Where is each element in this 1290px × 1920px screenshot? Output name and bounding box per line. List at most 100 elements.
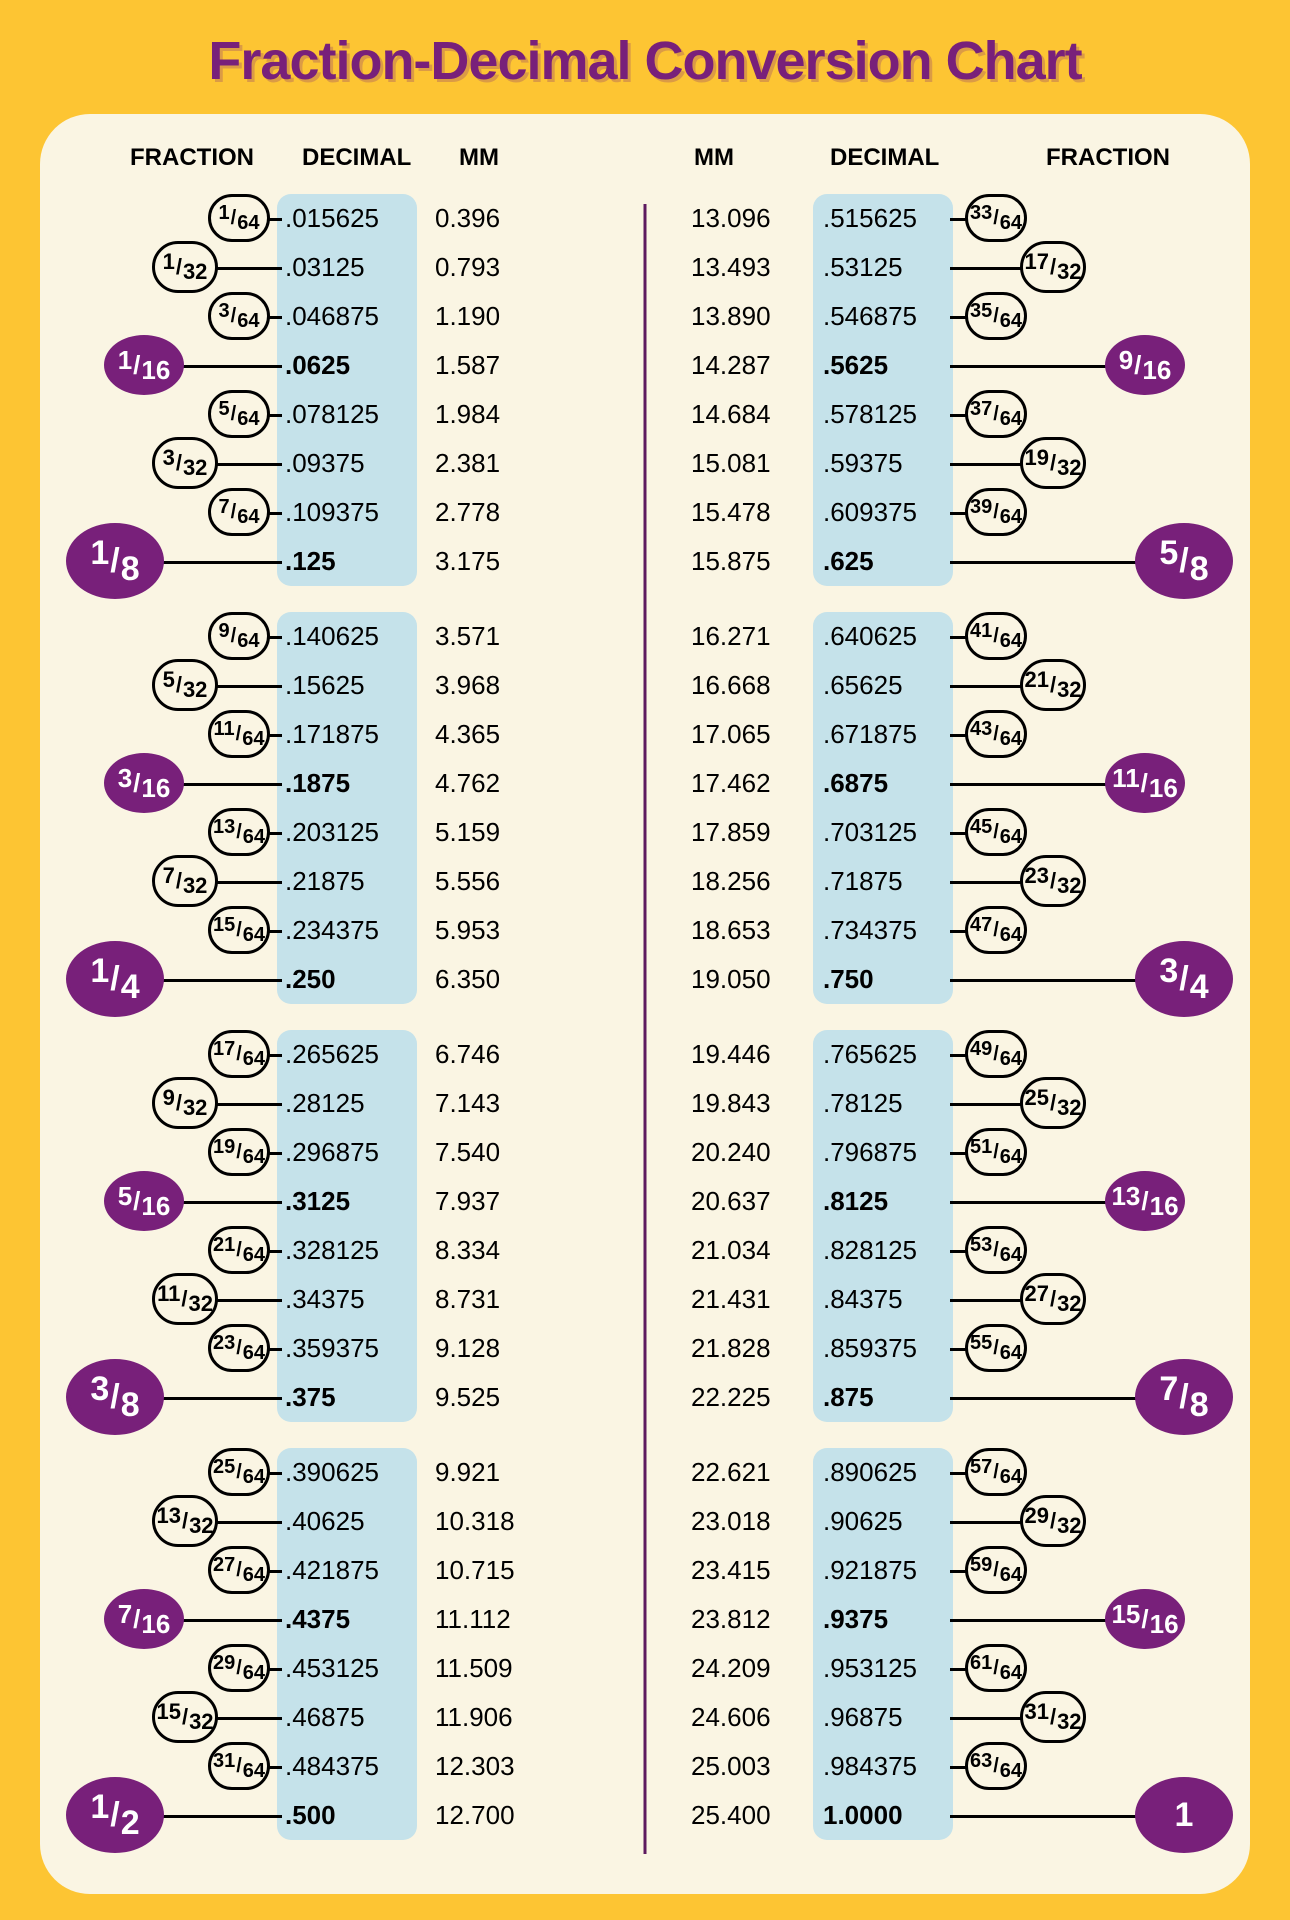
table-row: 1.0000 25.4001 (645, 1791, 1250, 1840)
table-row: .71875 18.25623/32 (645, 857, 1250, 906)
group: .890625 22.62157/64.90625 23.01829/32.92… (645, 1448, 1250, 1840)
decimal-value: .703125 (823, 808, 948, 857)
connector (950, 1397, 1150, 1400)
fraction-bubble: 13/16 (1105, 1171, 1185, 1231)
decimal-value: .203125 (285, 808, 410, 857)
mm-value: 13.493 (691, 243, 801, 292)
decimal-value: .140625 (285, 612, 410, 661)
mm-value: 24.606 (691, 1693, 801, 1742)
fraction-bubble: 25/64 (208, 1448, 270, 1496)
fraction-bubble: 23/32 (1020, 855, 1086, 907)
fraction-bubble: 55/64 (965, 1324, 1027, 1372)
fraction-bubble: 37/64 (965, 390, 1027, 438)
mm-value: 5.556 (435, 857, 545, 906)
mm-value: 18.256 (691, 857, 801, 906)
table-row: .21875 5.5567/32 (40, 857, 645, 906)
mm-value: 17.065 (691, 710, 801, 759)
fraction-bubble: 9/16 (1105, 335, 1185, 395)
decimal-value: .250 (285, 955, 410, 1004)
decimal-value: .765625 (823, 1030, 948, 1079)
mm-value: 14.684 (691, 390, 801, 439)
fraction-bubble: 47/64 (965, 906, 1027, 954)
decimal-value: .328125 (285, 1226, 410, 1275)
table-row: .625 15.8755/8 (645, 537, 1250, 586)
fraction-bubble: 57/64 (965, 1448, 1027, 1496)
table-row: .203125 5.15913/64 (40, 808, 645, 857)
fraction-bubble: 1/8 (66, 523, 164, 599)
fraction-bubble: 1/2 (66, 1777, 164, 1853)
connector (950, 979, 1150, 982)
chart-sheet: FRACTION DECIMAL MM MM DECIMAL FRACTION … (40, 114, 1250, 1894)
fraction-bubble: 9/64 (208, 612, 270, 660)
connector (950, 1619, 1120, 1622)
table-row: .171875 4.36511/64 (40, 710, 645, 759)
mm-value: 4.762 (435, 759, 545, 808)
decimal-value: .515625 (823, 194, 948, 243)
decimal-value: .890625 (823, 1448, 948, 1497)
decimal-value: .921875 (823, 1546, 948, 1595)
table-row: .078125 1.9845/64 (40, 390, 645, 439)
decimal-value: .96875 (823, 1693, 948, 1742)
table-row: .1875 4.7623/16 (40, 759, 645, 808)
mm-value: 3.175 (435, 537, 545, 586)
mm-value: 8.731 (435, 1275, 545, 1324)
fraction-bubble: 15/16 (1105, 1589, 1185, 1649)
decimal-value: .46875 (285, 1693, 410, 1742)
mm-value: 23.812 (691, 1595, 801, 1644)
mm-value: 11.906 (435, 1693, 545, 1742)
decimal-value: .796875 (823, 1128, 948, 1177)
mm-value: 25.003 (691, 1742, 801, 1791)
table-row: .890625 22.621 57/64 (645, 1448, 1250, 1497)
mm-value: 6.746 (435, 1030, 545, 1079)
table-row: .59375 15.08119/32 (645, 439, 1250, 488)
fraction-bubble: 9/32 (152, 1077, 218, 1129)
decimal-value: .984375 (823, 1742, 948, 1791)
mm-value: 22.621 (691, 1448, 801, 1497)
mm-value: 17.462 (691, 759, 801, 808)
decimal-value: .421875 (285, 1546, 410, 1595)
fraction-bubble: 7/16 (104, 1589, 184, 1649)
mm-value: 21.828 (691, 1324, 801, 1373)
fraction-bubble: 33/64 (965, 194, 1027, 242)
table-row: .515625 13.096 33/64 (645, 194, 1250, 243)
decimal-value: .546875 (823, 292, 948, 341)
group: .765625 19.44649/64.78125 19.84325/32.79… (645, 1030, 1250, 1422)
mm-value: 23.415 (691, 1546, 801, 1595)
decimal-value: .28125 (285, 1079, 410, 1128)
mm-value: 15.081 (691, 439, 801, 488)
fraction-bubble: 19/64 (208, 1128, 270, 1176)
table-row: .96875 24.60631/32 (645, 1693, 1250, 1742)
table-row: .796875 20.24051/64 (645, 1128, 1250, 1177)
fraction-bubble: 29/64 (208, 1644, 270, 1692)
mm-value: 1.984 (435, 390, 545, 439)
decimal-value: .296875 (285, 1128, 410, 1177)
mm-value: 21.431 (691, 1275, 801, 1324)
connector (950, 1815, 1150, 1818)
table-row: .84375 21.43127/32 (645, 1275, 1250, 1324)
decimal-value: .578125 (823, 390, 948, 439)
decimal-value: .78125 (823, 1079, 948, 1128)
connector (950, 1201, 1120, 1204)
fraction-bubble: 5/16 (104, 1171, 184, 1231)
fraction-bubble: 5/64 (208, 390, 270, 438)
group: .515625 13.09633/64.53125 13.49317/32.54… (645, 194, 1250, 586)
mm-value: 2.381 (435, 439, 545, 488)
fraction-bubble: 49/64 (965, 1030, 1027, 1078)
decimal-value: .21875 (285, 857, 410, 906)
fraction-bubble: 59/64 (965, 1546, 1027, 1594)
decimal-value: .40625 (285, 1497, 410, 1546)
fraction-bubble: 17/64 (208, 1030, 270, 1078)
mm-value: 13.096 (691, 194, 801, 243)
mm-value: 6.350 (435, 955, 545, 1004)
decimal-value: .015625 (285, 194, 410, 243)
mm-value: 19.843 (691, 1079, 801, 1128)
table-row: .921875 23.415 59/64 (645, 1546, 1250, 1595)
decimal-value: .4375 (285, 1595, 410, 1644)
mm-value: 15.875 (691, 537, 801, 586)
fraction-bubble: 3/64 (208, 292, 270, 340)
fraction-bubble: 3/16 (104, 753, 184, 813)
table-row: .3125 7.9375/16 (40, 1177, 645, 1226)
left-column: .015625 0.3961/64.03125 0.7931/32.046875… (40, 194, 645, 1840)
table-row: .125 3.1751/8 (40, 537, 645, 586)
table-row: .40625 10.31813/32 (40, 1497, 645, 1546)
